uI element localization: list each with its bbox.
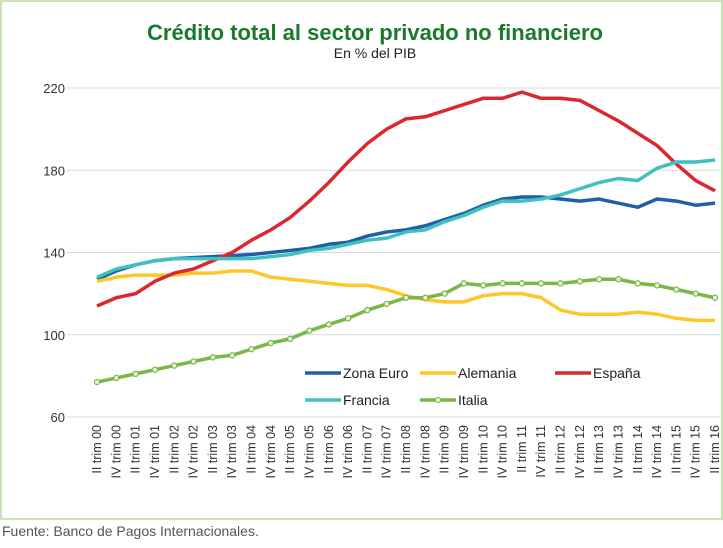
marker — [325, 321, 332, 328]
chart-title: Crédito total al sector privado no finan… — [147, 20, 603, 45]
x-tick-label: II trim 16 — [708, 425, 722, 474]
marker — [711, 294, 719, 301]
x-tick-label: IV trim 03 — [225, 425, 239, 479]
x-tick-label: II trim 06 — [322, 425, 336, 474]
source: Fuente: Banco de Pagos Internacionales. — [2, 523, 259, 539]
marker — [364, 306, 371, 314]
x-tick-label: IV trim 04 — [264, 425, 278, 479]
x-tick-label: IV trim 06 — [341, 425, 355, 479]
marker — [692, 290, 699, 297]
x-tick-label: IV trim 11 — [534, 425, 548, 478]
y-tick-label: 140 — [43, 246, 65, 261]
x-tick-label: II trim 14 — [631, 425, 645, 474]
x-tick-label: II trim 03 — [206, 425, 220, 474]
x-tick-label: II trim 13 — [592, 425, 606, 474]
x-tick-label: II trim 04 — [245, 425, 259, 474]
marker — [441, 290, 448, 297]
x-tick-label: IV trim 02 — [187, 425, 201, 479]
legend-label: Zona Euro — [343, 365, 409, 381]
marker — [190, 358, 197, 365]
marker — [673, 286, 680, 293]
marker — [209, 354, 217, 361]
x-tick-label: II trim 02 — [167, 425, 181, 474]
y-tick-label: 220 — [43, 81, 65, 96]
x-tick-label: IV trim 13 — [611, 425, 625, 479]
x-tick-label: II trim 11 — [515, 425, 529, 473]
y-tick-label: 180 — [43, 163, 65, 178]
marker — [537, 280, 545, 287]
legend-marker — [434, 396, 442, 404]
legend-label: Alemania — [458, 365, 517, 381]
marker — [267, 339, 275, 347]
marker — [557, 280, 564, 287]
x-tick-label: IV trim 05 — [302, 425, 316, 479]
marker — [576, 278, 584, 285]
x-tick-label: II trim 01 — [129, 425, 143, 474]
x-tick-label: II trim 07 — [360, 425, 374, 474]
x-tick-label: II trim 00 — [90, 425, 104, 474]
x-tick-label: IV trim 08 — [418, 425, 432, 479]
marker — [248, 345, 255, 353]
marker — [653, 282, 661, 289]
marker — [518, 280, 526, 287]
x-tick-label: IV trim 15 — [689, 425, 703, 479]
marker — [480, 282, 487, 289]
legend-label: Italia — [458, 392, 488, 408]
y-tick-label: 100 — [43, 328, 65, 343]
x-tick-label: II trim 05 — [283, 425, 297, 474]
marker — [286, 335, 294, 343]
marker — [93, 378, 101, 386]
marker — [460, 280, 468, 287]
y-tick-label: 60 — [51, 410, 65, 425]
marker — [615, 276, 622, 283]
marker — [132, 370, 139, 378]
line-series — [96, 90, 716, 308]
x-tick-label: IV trim 07 — [380, 425, 394, 479]
x-tick-label: IV trim 00 — [109, 425, 123, 479]
marker — [151, 366, 159, 373]
x-tick-label: IV trim 09 — [457, 425, 471, 479]
line-series — [96, 158, 716, 279]
legend-label: España — [593, 365, 641, 381]
x-tick-label: IV trim 14 — [650, 425, 664, 479]
marker — [383, 300, 390, 308]
marker — [113, 374, 120, 382]
x-tick-label: II trim 10 — [476, 425, 490, 474]
marker — [402, 294, 410, 301]
x-tick-label: IV trim 01 — [148, 425, 162, 479]
x-tick-label: II trim 15 — [669, 425, 683, 474]
marker — [228, 352, 236, 359]
marker — [171, 362, 178, 369]
marker — [306, 327, 313, 334]
x-tick-label: II trim 08 — [399, 425, 413, 474]
x-tick-label: II trim 09 — [438, 425, 452, 474]
frame — [0, 0, 723, 520]
chart-subtitle: En % del PIB — [334, 45, 417, 61]
legend-label: Francia — [343, 392, 390, 408]
marker — [499, 280, 506, 287]
marker — [422, 294, 429, 301]
marker — [634, 280, 641, 287]
marker — [344, 315, 352, 322]
x-tick-label: IV trim 10 — [496, 425, 510, 479]
x-tick-label: II trim 12 — [554, 425, 568, 474]
marker — [595, 276, 603, 283]
x-tick-label: IV trim 12 — [573, 425, 587, 479]
